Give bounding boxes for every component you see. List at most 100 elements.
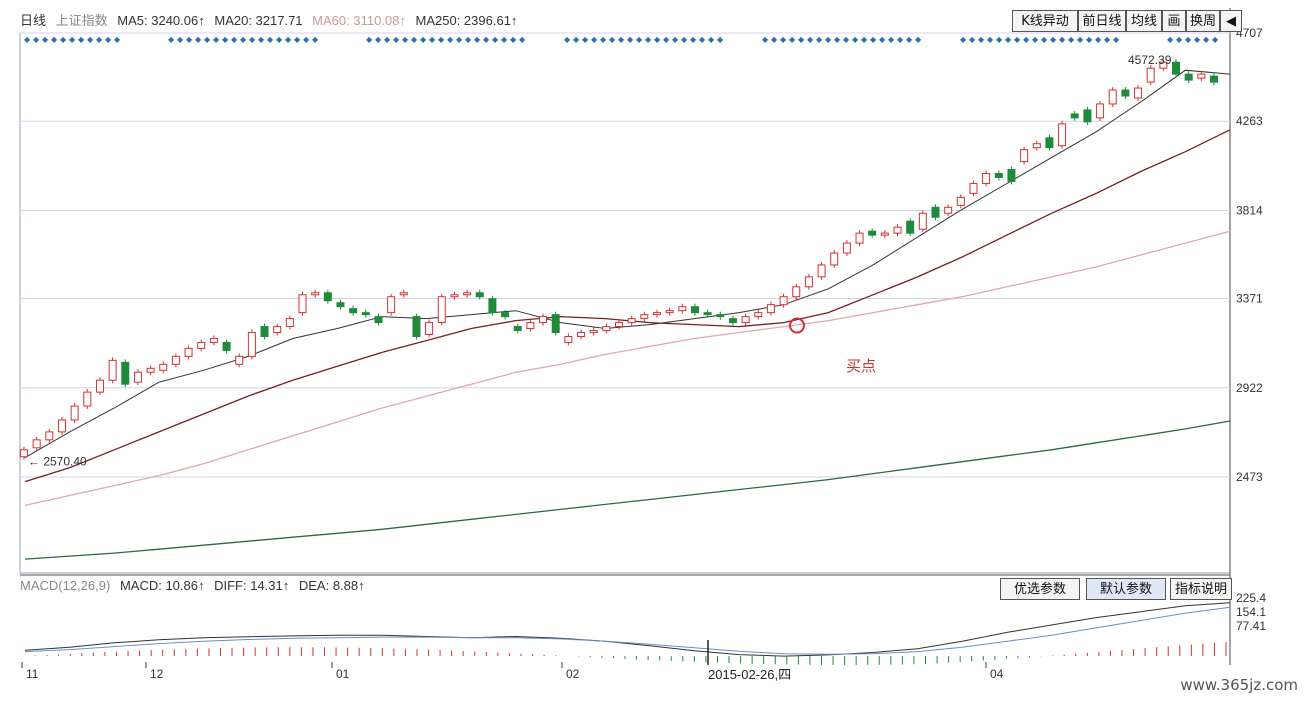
candle-body xyxy=(741,316,750,324)
signal-marker: ◆ xyxy=(807,35,814,44)
signal-marker: ◆ xyxy=(717,35,724,44)
candle-body xyxy=(70,405,79,421)
candle-body xyxy=(95,379,104,393)
draw-button[interactable]: 画 xyxy=(1162,10,1186,32)
candle-body xyxy=(336,302,345,308)
signal-marker: ◆ xyxy=(1005,35,1012,44)
price-tick-label: 3814 xyxy=(1236,203,1263,217)
candle-body xyxy=(260,326,269,337)
switch-period-button[interactable]: 换周 xyxy=(1186,10,1220,32)
signal-marker: ◆ xyxy=(708,35,715,44)
signal-marker: ◆ xyxy=(960,35,967,44)
ma-button[interactable]: 均线 xyxy=(1126,10,1162,32)
signal-marker: ◆ xyxy=(1185,35,1192,44)
back-arrow-icon[interactable]: ◀ xyxy=(1220,10,1242,32)
signal-marker: ◆ xyxy=(474,35,481,44)
date-tick-label: 11 xyxy=(26,667,39,681)
signal-marker: ◆ xyxy=(1014,35,1021,44)
candle-body xyxy=(804,276,813,288)
signal-marker: ◆ xyxy=(258,35,265,44)
cursor-date-label: 2015-02-26,四 xyxy=(708,667,791,682)
signal-marker: ◆ xyxy=(114,35,121,44)
candle-body xyxy=(285,318,294,328)
price-tick-label: 2922 xyxy=(1236,381,1263,395)
signal-marker: ◆ xyxy=(24,35,31,44)
candle-body xyxy=(1210,75,1218,83)
ma250-value: MA250: 2396.61↑ xyxy=(415,13,518,28)
candle-body xyxy=(209,337,218,343)
indicator-help-button[interactable]: 指标说明 xyxy=(1170,578,1232,600)
signal-marker: ◆ xyxy=(501,35,508,44)
candle-body xyxy=(982,173,991,184)
default-params-button[interactable]: 默认参数 xyxy=(1086,578,1166,600)
signal-marker: ◆ xyxy=(1167,35,1174,44)
signal-marker: ◆ xyxy=(780,35,787,44)
signal-marker: ◆ xyxy=(366,35,373,44)
candle-body xyxy=(1045,137,1054,149)
candle-body xyxy=(1096,103,1105,119)
candle-body xyxy=(842,242,851,254)
candle-body xyxy=(108,359,117,381)
candle-body xyxy=(463,292,472,296)
candle-body xyxy=(501,312,510,318)
signal-marker: ◆ xyxy=(978,35,985,44)
signal-marker: ◆ xyxy=(51,35,58,44)
signal-marker: ◆ xyxy=(1059,35,1066,44)
candle-body xyxy=(1159,61,1168,69)
candle-body xyxy=(184,347,193,357)
candle-body xyxy=(57,419,66,433)
candle-body xyxy=(323,292,332,302)
signal-marker: ◆ xyxy=(1203,35,1210,44)
signal-marker: ◆ xyxy=(312,35,319,44)
signal-marker: ◆ xyxy=(690,35,697,44)
candle-body xyxy=(1108,89,1117,105)
low-price-label: ← 2570.40 xyxy=(28,455,87,469)
dea-line xyxy=(24,606,1231,655)
signal-marker: ◆ xyxy=(879,35,886,44)
signal-marker: ◆ xyxy=(465,35,472,44)
candle-body xyxy=(298,294,307,314)
signal-marker: ◆ xyxy=(861,35,868,44)
macd-value: MACD: 10.86↑ xyxy=(119,578,205,593)
candle-body xyxy=(792,286,801,298)
prev-day-button[interactable]: 前日线 xyxy=(1078,10,1126,32)
signal-marker: ◆ xyxy=(762,35,769,44)
candle-body xyxy=(969,182,978,194)
signal-marker: ◆ xyxy=(420,35,427,44)
signal-marker: ◆ xyxy=(69,35,76,44)
candle-body xyxy=(652,312,661,316)
optimal-params-button[interactable]: 优选参数 xyxy=(1000,578,1080,600)
diff-line xyxy=(24,602,1231,657)
candle-body xyxy=(247,332,256,357)
candle-body xyxy=(1058,123,1067,147)
candle-body xyxy=(20,449,28,458)
buy-point-marker xyxy=(789,317,805,334)
dea-value: DEA: 8.88↑ xyxy=(298,578,365,593)
signal-marker: ◆ xyxy=(402,35,409,44)
signal-marker: ◆ xyxy=(573,35,580,44)
ma5-line xyxy=(24,69,1231,459)
index-name: 上证指数 xyxy=(55,13,108,28)
signal-marker: ◆ xyxy=(771,35,778,44)
signal-marker: ◆ xyxy=(267,35,274,44)
signal-marker: ◆ xyxy=(87,35,94,44)
candle-body xyxy=(944,206,953,214)
kline-anomaly-button[interactable]: K线异动 xyxy=(1012,10,1078,32)
price-legend: 日线 上证指数 MA5: 3240.06↑ MA20: 3217.71 MA60… xyxy=(20,10,523,29)
signal-marker: ◆ xyxy=(231,35,238,44)
price-tick-label: 3371 xyxy=(1236,292,1263,306)
signal-marker: ◆ xyxy=(996,35,1003,44)
candle-body xyxy=(361,312,370,316)
signal-marker: ◆ xyxy=(888,35,895,44)
candle-body xyxy=(615,322,623,328)
candle-body xyxy=(32,439,41,449)
signal-marker: ◆ xyxy=(1077,35,1084,44)
candle-body xyxy=(754,312,763,318)
candle-body xyxy=(146,367,155,373)
signal-marker: ◆ xyxy=(843,35,850,44)
signal-marker: ◆ xyxy=(987,35,994,44)
ma60-value: MA60: 3110.08↑ xyxy=(312,13,406,28)
buy-point-label: 买点 xyxy=(846,358,876,375)
candle-body xyxy=(918,212,927,230)
